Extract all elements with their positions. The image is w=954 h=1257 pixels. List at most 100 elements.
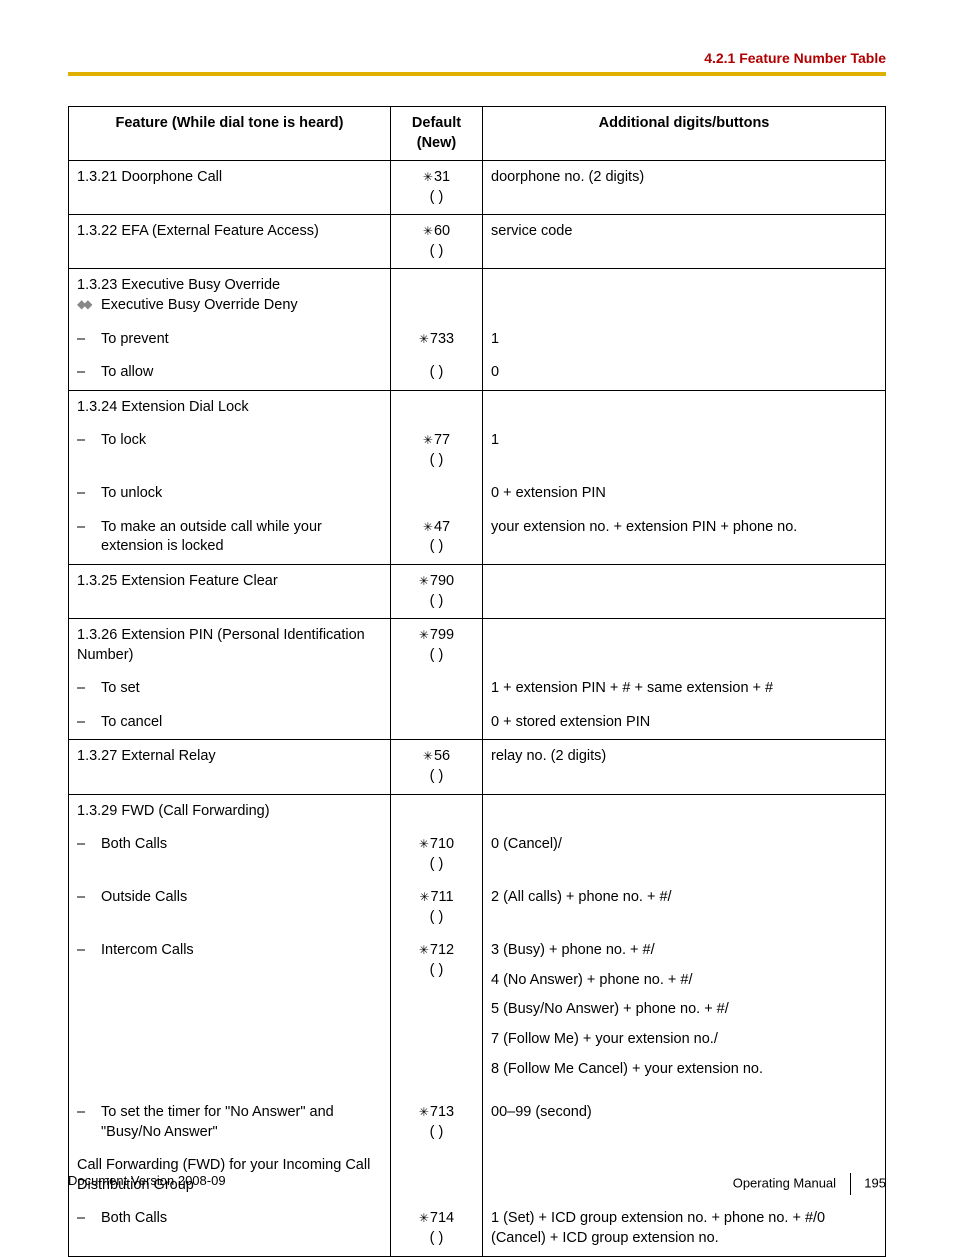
dash-icon: – [77,835,101,855]
additional-cell: 0 + extension PIN [483,477,886,511]
star-icon [419,573,430,589]
page-footer: Document Version 2008-09 Operating Manua… [68,1173,886,1195]
default-cell: 77( ) [391,424,483,477]
feature-cell: –To unlock [69,477,391,511]
default-cell: 710( ) [391,828,483,881]
default-cell: ( ) [391,356,483,390]
default-cell: 799( ) [391,619,483,673]
table-row: 1.3.24 Extension Dial Lock [69,390,886,424]
default-cell [391,794,483,828]
feature-cell: 1.3.24 Extension Dial Lock [69,390,391,424]
table-row: 1.3.22 EFA (External Feature Access)60( … [69,215,886,269]
col-feature: Feature (While dial tone is heard) [69,107,391,161]
dash-icon: – [77,1209,101,1229]
manual-label: Operating Manual [733,1175,836,1190]
default-cell: 711( ) [391,881,483,934]
table-row: 1.3.21 Doorphone Call31( )doorphone no. … [69,161,886,215]
feature-cell: –Both Calls [69,1202,391,1256]
footer-separator [850,1173,851,1195]
col-additional: Additional digits/buttons [483,107,886,161]
dash-icon: – [77,888,101,908]
section-header: 4.2.1 Feature Number Table [68,50,886,66]
feature-cell: –To prevent [69,323,391,357]
default-cell [391,390,483,424]
feature-cell: 1.3.29 FWD (Call Forwarding) [69,794,391,828]
additional-cell: doorphone no. (2 digits) [483,161,886,215]
table-row: 1.3.27 External Relay56( )relay no. (2 d… [69,740,886,794]
default-cell [391,706,483,740]
additional-cell: 00–99 (second) [483,1096,886,1149]
table-row: –To allow( )0 [69,356,886,390]
feature-cell: 1.3.25 Extension Feature Clear [69,565,391,619]
star-icon [423,223,434,239]
dash-icon: – [77,518,101,538]
table-row: 1.3.26 Extension PIN (Personal Identific… [69,619,886,673]
table-row: –To unlock 0 + extension PIN [69,477,886,511]
default-cell: 733 [391,323,483,357]
table-row: –Both Calls710( )0 (Cancel)/ [69,828,886,881]
table-row: –To make an outside call while your exte… [69,511,886,565]
default-cell: 790( ) [391,565,483,619]
table-row: 1.3.25 Extension Feature Clear790( ) [69,565,886,619]
table-row: 1.3.29 FWD (Call Forwarding) [69,794,886,828]
feature-cell: –Outside Calls [69,881,391,934]
star-icon [423,169,434,185]
default-cell [391,269,483,323]
star-icon [423,519,434,535]
default-cell [391,672,483,706]
default-cell [391,477,483,511]
star-icon [423,748,434,764]
doc-version: Document Version 2008-09 [68,1173,226,1188]
additional-cell: 1 + extension PIN + # + same extension +… [483,672,886,706]
default-cell: 47( ) [391,511,483,565]
additional-cell: 1 (Set) + ICD group extension no. + phon… [483,1202,886,1256]
dash-icon: – [77,484,101,504]
table-row: –To cancel0 + stored extension PIN [69,706,886,740]
dash-icon: – [77,431,101,451]
additional-cell: 3 (Busy) + phone no. + #/4 (No Answer) +… [483,934,886,1096]
table-row: 1.3.23 Executive Busy OverrideExecutive … [69,269,886,323]
table-row: –To prevent7331 [69,323,886,357]
page-number: 195 [864,1175,886,1190]
table-row: –Intercom Calls712( )3 (Busy) + phone no… [69,934,886,1096]
additional-cell: your extension no. + extension PIN + pho… [483,511,886,565]
feature-cell: –To set [69,672,391,706]
table-row: –Outside Calls711( )2 (All calls) + phon… [69,881,886,934]
feature-cell: –Both Calls [69,828,391,881]
dash-icon: – [77,941,101,961]
header-rule [68,72,886,76]
table-row: –To lock77( )1 [69,424,886,477]
default-cell: 60( ) [391,215,483,269]
star-icon [419,331,430,347]
table-row: –To set 1 + extension PIN + # + same exte… [69,672,886,706]
feature-cell: –To cancel [69,706,391,740]
additional-cell [483,794,886,828]
star-icon [419,942,430,958]
additional-cell: relay no. (2 digits) [483,740,886,794]
feature-cell: 1.3.26 Extension PIN (Personal Identific… [69,619,391,673]
feature-cell: 1.3.23 Executive Busy OverrideExecutive … [69,269,391,323]
additional-cell [483,565,886,619]
default-cell: 713( ) [391,1096,483,1149]
dash-icon: – [77,1103,101,1123]
feature-cell: 1.3.27 External Relay [69,740,391,794]
table-header-row: Feature (While dial tone is heard) Defau… [69,107,886,161]
additional-cell: 0 [483,356,886,390]
feature-cell: 1.3.21 Doorphone Call [69,161,391,215]
star-icon [419,627,430,643]
feature-cell: –Intercom Calls [69,934,391,1096]
dash-icon: – [77,363,101,383]
col-default: Default (New) [391,107,483,161]
default-cell: 714( ) [391,1202,483,1256]
additional-cell [483,269,886,323]
default-cell: 56( ) [391,740,483,794]
additional-cell: service code [483,215,886,269]
star-icon [419,1104,430,1120]
additional-cell [483,619,886,673]
feature-cell: –To allow [69,356,391,390]
feature-cell: 1.3.22 EFA (External Feature Access) [69,215,391,269]
feature-cell: –To lock [69,424,391,477]
star-icon [419,889,430,905]
additional-cell: 2 (All calls) + phone no. + #/ [483,881,886,934]
feature-cell: –To make an outside call while your exte… [69,511,391,565]
